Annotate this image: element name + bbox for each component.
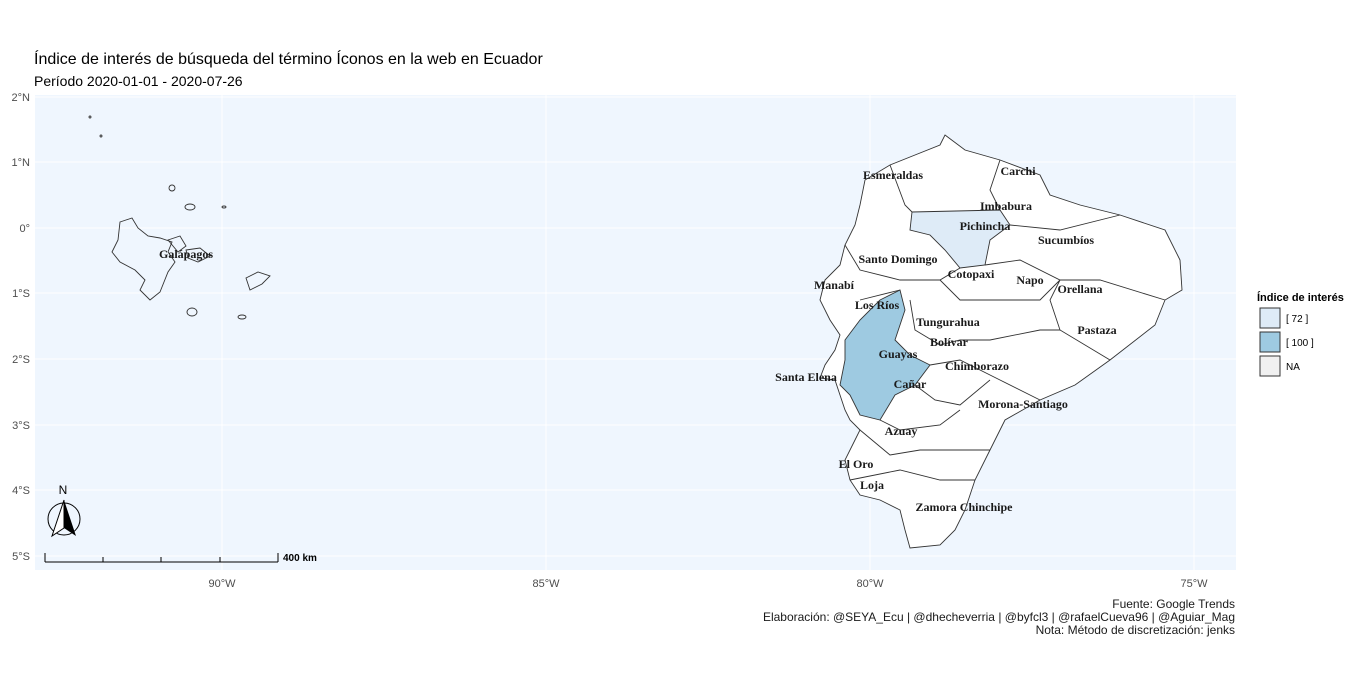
north-arrow: N	[47, 483, 81, 538]
scale-bar: 400 km	[44, 553, 317, 564]
province-label: Esmeraldas	[863, 168, 923, 182]
province-label: Santa Elena	[775, 370, 837, 384]
y-tick-label: 0°	[19, 223, 30, 235]
province-label: Bolívar	[930, 335, 969, 349]
province-label: Tungurahua	[916, 315, 980, 329]
caption-line: Nota: Método de discretización: jenks	[1036, 623, 1235, 637]
north-label: N	[59, 483, 68, 497]
y-tick-label: 1°N	[12, 157, 31, 169]
legend-title: Índice de interés	[1257, 291, 1344, 304]
province-label: Carchi	[1000, 164, 1036, 178]
province-label: Zamora Chinchipe	[915, 500, 1013, 514]
legend-key	[1259, 307, 1281, 329]
province-label: Orellana	[1057, 282, 1102, 296]
pichincha	[909, 209, 1011, 269]
title: Índice de interés de búsqueda del términ…	[34, 49, 543, 68]
province-label: Manabí	[814, 278, 855, 292]
subtitle: Período 2020-01-01 - 2020-07-26	[34, 73, 243, 89]
x-tick-label: 85°W	[532, 578, 560, 590]
caption-line: Fuente: Google Trends	[1112, 597, 1235, 611]
galapagos-islands	[88, 115, 271, 320]
scale-label: 400 km	[283, 553, 317, 564]
legend-key	[1259, 355, 1281, 377]
province-label: Los Ríos	[855, 298, 900, 312]
caption-line: Elaboración: @SEYA_Ecu | @dhecheverria |…	[763, 610, 1235, 624]
x-tick-label: 90°W	[208, 578, 236, 590]
province-label: Pastaza	[1077, 323, 1116, 337]
legend-label: NA	[1286, 362, 1300, 373]
y-tick-label: 2°N	[12, 92, 31, 104]
province-label: Loja	[860, 478, 884, 492]
y-tick-label: 5°S	[12, 551, 30, 563]
y-tick-label: 3°S	[12, 420, 30, 432]
province-label: Cotopaxi	[948, 267, 995, 281]
legend-key	[1259, 331, 1281, 353]
x-axis: 90°W 85°W 80°W 75°W	[208, 578, 1208, 590]
province-label: Morona-Santiago	[978, 397, 1068, 411]
province-label: Napo	[1016, 273, 1043, 287]
province-label: Chimborazo	[945, 359, 1009, 373]
province-label: Imbabura	[980, 199, 1032, 213]
province-label: El Oro	[839, 457, 874, 471]
province-label: Cañar	[894, 377, 927, 391]
y-axis: 2°N 1°N 0° 1°S 2°S 3°S 4°S 5°S	[12, 92, 31, 563]
province-label: Santo Domingo	[858, 252, 937, 266]
legend-label: [ 100 ]	[1286, 338, 1314, 349]
province-label: Guayas	[879, 347, 918, 361]
y-tick-label: 2°S	[12, 354, 30, 366]
legend-label: [ 72 ]	[1286, 314, 1308, 325]
province-label: Azuay	[885, 424, 918, 438]
province-labels: Esmeraldas Carchi Imbabura Pichincha Suc…	[159, 164, 1117, 514]
province-label: Pichincha	[960, 219, 1011, 233]
legend: Índice de interés [ 72 ] [ 100 ] NA	[1257, 291, 1344, 377]
province-label: Galápagos	[159, 247, 213, 261]
caption: Fuente: Google Trends Elaboración: @SEYA…	[763, 597, 1235, 637]
province-label: Sucumbíos	[1038, 233, 1094, 247]
x-tick-label: 80°W	[856, 578, 884, 590]
y-tick-label: 4°S	[12, 485, 30, 497]
x-tick-label: 75°W	[1180, 578, 1208, 590]
y-tick-label: 1°S	[12, 288, 30, 300]
mainland	[819, 134, 1183, 549]
guayas	[839, 289, 931, 421]
